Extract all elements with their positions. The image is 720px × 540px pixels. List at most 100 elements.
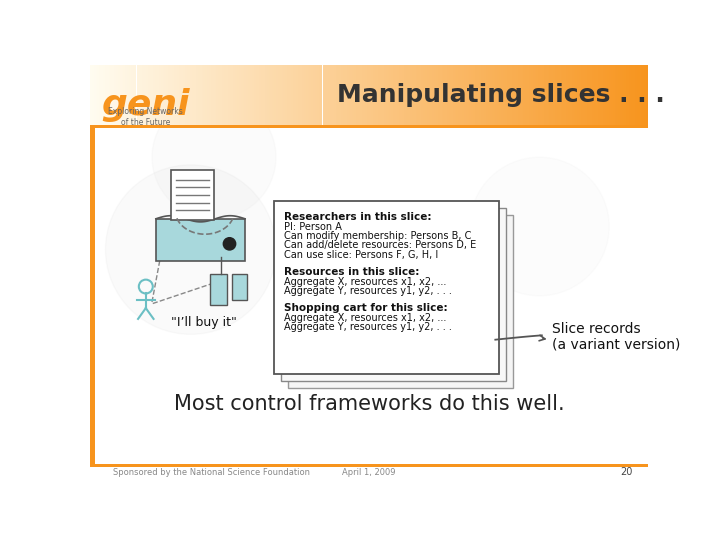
- Bar: [122, 65, 124, 125]
- Bar: [194, 65, 196, 125]
- Bar: [574, 65, 575, 125]
- Bar: [410, 65, 412, 125]
- Bar: [125, 65, 127, 125]
- Bar: [358, 65, 360, 125]
- Bar: [276, 65, 278, 125]
- Bar: [304, 65, 306, 125]
- Bar: [177, 65, 179, 125]
- Bar: [566, 65, 568, 125]
- Bar: [367, 65, 369, 125]
- Bar: [278, 65, 280, 125]
- Bar: [209, 65, 211, 125]
- Bar: [210, 274, 228, 305]
- Text: geni: geni: [102, 88, 190, 122]
- Bar: [539, 65, 540, 125]
- Bar: [226, 65, 228, 125]
- Bar: [555, 65, 557, 125]
- Bar: [96, 65, 97, 125]
- Bar: [552, 65, 553, 125]
- Bar: [253, 65, 256, 125]
- Bar: [153, 65, 155, 125]
- Bar: [377, 65, 378, 125]
- Bar: [559, 65, 561, 125]
- Bar: [118, 65, 120, 125]
- Bar: [163, 65, 164, 125]
- FancyBboxPatch shape: [282, 208, 506, 381]
- Bar: [397, 65, 399, 125]
- Bar: [447, 65, 449, 125]
- Bar: [246, 65, 248, 125]
- Bar: [224, 65, 226, 125]
- Bar: [436, 65, 438, 125]
- Bar: [479, 65, 481, 125]
- Bar: [361, 65, 364, 125]
- Bar: [553, 65, 555, 125]
- Bar: [328, 65, 330, 125]
- Bar: [174, 65, 176, 125]
- Bar: [207, 65, 209, 125]
- Bar: [161, 65, 163, 125]
- Bar: [445, 65, 447, 125]
- Text: Slice records
(a variant version): Slice records (a variant version): [552, 321, 680, 352]
- Bar: [453, 65, 454, 125]
- Bar: [250, 65, 252, 125]
- Bar: [505, 65, 507, 125]
- Bar: [486, 65, 488, 125]
- Bar: [145, 65, 148, 125]
- Bar: [235, 65, 237, 125]
- Bar: [546, 65, 548, 125]
- Bar: [544, 65, 546, 125]
- Bar: [261, 65, 263, 125]
- Bar: [428, 65, 431, 125]
- Bar: [324, 65, 326, 125]
- Bar: [211, 65, 213, 125]
- Bar: [462, 65, 464, 125]
- Bar: [590, 65, 593, 125]
- Bar: [186, 65, 189, 125]
- Bar: [518, 65, 520, 125]
- Bar: [564, 65, 566, 125]
- Bar: [90, 65, 92, 125]
- Bar: [258, 65, 259, 125]
- Bar: [179, 65, 181, 125]
- Bar: [240, 65, 243, 125]
- Bar: [432, 65, 434, 125]
- Bar: [444, 65, 445, 125]
- Text: Aggregate Y, resources y1, y2, . . .: Aggregate Y, resources y1, y2, . . .: [284, 286, 451, 296]
- Bar: [137, 65, 138, 125]
- Bar: [615, 65, 616, 125]
- Bar: [306, 65, 307, 125]
- Bar: [536, 65, 539, 125]
- Bar: [527, 65, 529, 125]
- Bar: [189, 65, 190, 125]
- Bar: [256, 65, 258, 125]
- Bar: [116, 65, 118, 125]
- Bar: [333, 65, 336, 125]
- Bar: [557, 65, 559, 125]
- Bar: [365, 65, 367, 125]
- Bar: [472, 65, 473, 125]
- Bar: [507, 65, 508, 125]
- Bar: [431, 65, 432, 125]
- Bar: [451, 65, 453, 125]
- Bar: [166, 65, 168, 125]
- Bar: [291, 65, 293, 125]
- Bar: [348, 65, 351, 125]
- Bar: [583, 65, 585, 125]
- Bar: [217, 65, 218, 125]
- Bar: [293, 65, 294, 125]
- Bar: [356, 65, 358, 125]
- Bar: [421, 65, 423, 125]
- Bar: [622, 65, 624, 125]
- Bar: [587, 65, 588, 125]
- Bar: [607, 65, 609, 125]
- Bar: [466, 65, 467, 125]
- Bar: [613, 65, 615, 125]
- Bar: [263, 65, 265, 125]
- Bar: [374, 65, 377, 125]
- Bar: [205, 65, 207, 125]
- Bar: [624, 65, 626, 125]
- Bar: [570, 65, 572, 125]
- Bar: [387, 65, 390, 125]
- Bar: [488, 65, 490, 125]
